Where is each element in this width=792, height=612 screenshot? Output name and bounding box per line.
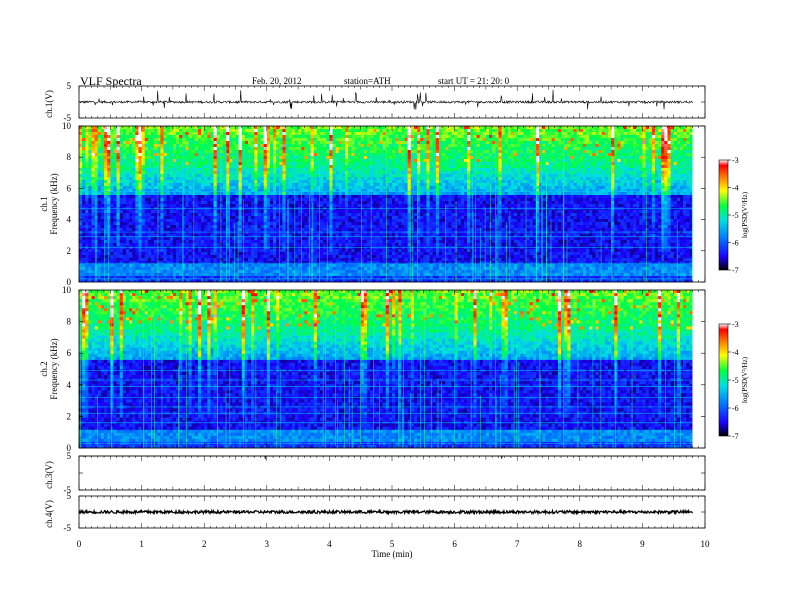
y-tick-label: 10 [62,121,72,131]
y-tick-label: 10 [62,285,72,295]
x-tick-label: 6 [452,539,457,549]
header-start-time: start UT = 21: 20: 0 [438,76,509,86]
y-tick-label: 8 [67,317,72,327]
colorbar-ch1-spectrogram [718,159,729,271]
y-tick-label: 4 [67,215,72,225]
colorbar-label-ch2-spectrogram: log(PSD(V²/Hz) [741,356,749,403]
y-axis-label-ch1-spectrogram: ch.1Frequency (kHz) [39,173,59,234]
x-tick-label: 10 [701,539,711,549]
x-tick-label: 9 [640,539,645,549]
colorbar-tick-label: -3 [732,320,739,329]
colorbar-tick-label: -5 [732,376,739,385]
colorbar-tick-label: -4 [732,348,739,357]
x-tick-label: 0 [77,539,82,549]
y-tick-label: 6 [67,348,72,358]
y-tick-label: 0 [67,443,72,453]
colorbar-tick-label: -6 [732,239,739,248]
y-tick-label: 2 [67,411,72,421]
y-tick-label: -5 [64,485,72,495]
chart-title: VLF Spectra [80,74,142,89]
y-tick-label: 4 [67,380,72,390]
y-tick-label: 5 [67,451,72,461]
colorbar-tick-label: -4 [732,184,739,193]
header-station: station=ATH [344,76,391,86]
x-tick-label: 7 [515,539,520,549]
colorbar-tick-label: -3 [732,156,739,165]
colorbar-tick-label: -7 [732,432,739,441]
x-tick-label: 4 [327,539,332,549]
spectrogram-image-ch2-spectrogram [79,290,705,449]
waveform-trace-ch1-waveform [78,89,693,110]
y-tick-label: -5 [64,113,72,123]
y-tick-label: 5 [67,81,72,91]
colorbar-ch2-spectrogram [718,323,729,437]
y-tick-label: 5 [67,491,72,501]
header-date: Feb. 20, 2012 [252,76,302,86]
panel-frame-4 [78,455,706,491]
y-axis-label-ch1-waveform: ch.1(V) [44,90,54,118]
x-axis-label: Time (min) [372,549,413,559]
x-tick-label: 3 [265,539,270,549]
x-tick-label: 8 [578,539,583,549]
colorbar-tick-label: -6 [732,404,739,413]
y-axis-label-ch3-waveform: ch.3(V) [44,461,54,489]
x-tick-label: 2 [202,539,207,549]
spectrogram-image-ch1-spectrogram [79,126,705,283]
y-axis-label-ch4-waveform: ch.4(V) [44,500,54,528]
x-tick-label: 1 [139,539,144,549]
colorbar-label-ch1-spectrogram: log(PSD(V²/Hz) [741,191,749,238]
y-tick-label: 0 [67,277,72,287]
y-tick-label: -5 [64,523,72,533]
y-tick-label: 8 [67,152,72,162]
colorbar-tick-label: -7 [732,266,739,275]
colorbar-tick-label: -5 [732,211,739,220]
y-tick-label: 2 [67,246,72,256]
x-tick-label: 5 [390,539,395,549]
y-axis-label-ch2-spectrogram: ch.2Frequency (kHz) [39,338,59,399]
waveform-trace-ch4-waveform [78,508,694,516]
y-tick-label: 6 [67,183,72,193]
